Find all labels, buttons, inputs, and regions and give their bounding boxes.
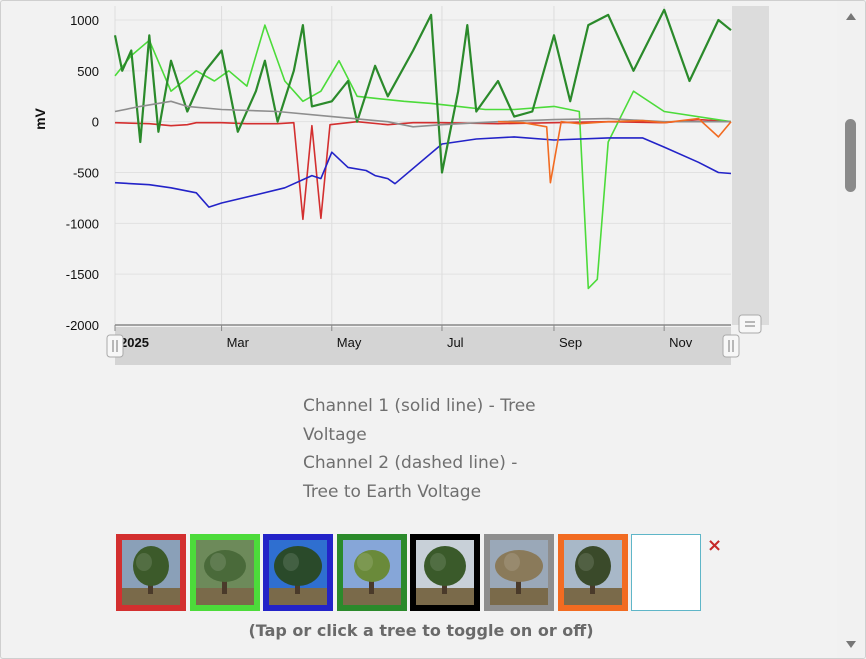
y-tick-label: -500	[73, 166, 99, 181]
y-tick-label: 1000	[70, 13, 99, 28]
tree-3-thumbnail[interactable]	[263, 534, 334, 611]
tree-5-thumbnail[interactable]	[410, 534, 481, 611]
tree-photo	[490, 540, 548, 605]
tree-photo	[269, 540, 328, 605]
tree-photo	[563, 540, 622, 605]
caption-line-3: Channel 2 (dashed line) -	[303, 453, 518, 473]
tree-2-thumbnail[interactable]	[189, 534, 260, 611]
scroll-thumb[interactable]	[845, 119, 856, 192]
y-tick-label: 0	[92, 115, 99, 130]
series-line-6	[497, 117, 732, 184]
tree-photo	[122, 540, 180, 605]
legend-caption: Channel 1 (solid line) - Tree Voltage Ch…	[303, 392, 553, 506]
caption-line-2: Voltage	[303, 424, 367, 445]
plot-area	[115, 6, 731, 325]
tree-1-thumbnail[interactable]	[116, 534, 186, 611]
voltage-chart: 1000 500 0 -500 -1000 -1500 -2000 mV 2025 Mar May J…	[32, 6, 769, 365]
x-tick-label: Mar	[227, 335, 250, 350]
series-line-4	[113, 8, 732, 174]
range-navigator[interactable]	[115, 327, 731, 365]
toggle-hint: (Tap or click a tree to toggle on or off…	[248, 621, 594, 640]
tree-7-thumbnail[interactable]	[557, 534, 628, 611]
x-tick-label: Sep	[559, 335, 582, 350]
navigator-right-handle[interactable]	[722, 334, 740, 358]
x-tick-label: Nov	[669, 335, 693, 350]
tree-photo	[416, 540, 475, 605]
right-panel	[732, 6, 769, 325]
series-line-3	[114, 136, 732, 208]
tree-8-thumbnail[interactable]	[631, 534, 702, 611]
caption-line-4: Tree to Earth Voltage	[303, 481, 482, 502]
y-tick-label: -1000	[66, 216, 99, 231]
series-line-5	[114, 100, 731, 128]
scroll-up-arrow-icon[interactable]	[846, 13, 856, 20]
scrollbar[interactable]	[837, 1, 865, 658]
y-axis-label: mV	[32, 107, 48, 129]
close-icon[interactable]: ×	[707, 535, 723, 556]
caption-line-1: Channel 1 (solid line) - Tree	[303, 396, 536, 416]
x-tick-label: Jul	[447, 335, 464, 350]
tree-6-thumbnail[interactable]	[484, 534, 554, 611]
tree-photo	[195, 540, 254, 605]
range-resize-handle[interactable]	[738, 314, 762, 334]
x-tick-label: 2025	[120, 335, 149, 350]
tree-photo	[342, 540, 401, 605]
y-tick-label: 500	[77, 64, 99, 79]
scroll-down-arrow-icon[interactable]	[846, 641, 856, 648]
x-tick-label: May	[337, 335, 362, 350]
y-tick-label: -1500	[66, 267, 99, 282]
navigator-left-handle[interactable]	[106, 334, 124, 358]
tree-4-thumbnail[interactable]	[336, 534, 407, 611]
y-tick-label: -2000	[66, 318, 99, 333]
